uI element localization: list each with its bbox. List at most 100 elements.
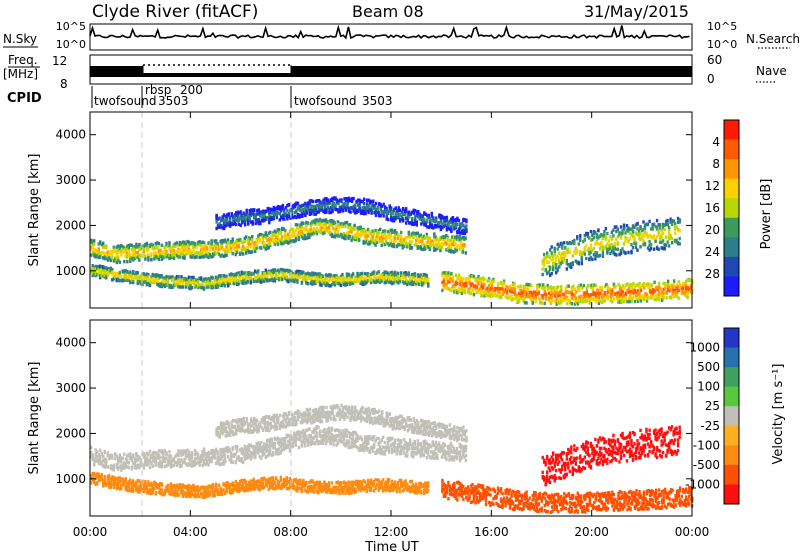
echo-cell <box>115 253 118 257</box>
echo-cell <box>443 240 447 245</box>
echo-cell <box>117 244 120 248</box>
echo-cell <box>428 246 431 250</box>
echo-cell <box>296 280 299 284</box>
echo-cell <box>267 271 270 275</box>
echo-cell <box>249 242 252 246</box>
echo-cell <box>305 272 308 276</box>
echo-cell <box>174 242 177 246</box>
echo-cell <box>269 241 272 246</box>
echo-cell <box>453 290 456 294</box>
echo-cell <box>121 250 124 254</box>
echo-cell <box>154 273 158 277</box>
echo-cell <box>333 234 337 238</box>
echo-cell <box>439 213 443 218</box>
echo-cell <box>242 215 245 220</box>
echo-cell <box>297 237 301 242</box>
echo-cell <box>225 253 228 257</box>
echo-cell <box>603 292 607 296</box>
echo-cell <box>459 275 462 280</box>
echo-cell <box>409 276 412 280</box>
echo-cell <box>135 480 138 484</box>
echo-cell <box>448 288 452 292</box>
echo-cell <box>396 209 399 213</box>
echo-cell <box>633 235 636 239</box>
echo-cell <box>171 253 174 258</box>
echo-cell <box>239 223 242 228</box>
echo-cell <box>189 286 192 290</box>
echo-cell <box>573 297 576 301</box>
echo-cell <box>249 272 252 276</box>
echo-cell <box>685 294 688 298</box>
echo-cell <box>391 270 394 275</box>
echo-cell <box>453 283 456 287</box>
echo-cell <box>211 276 215 280</box>
echo-cell <box>398 234 401 239</box>
echo-cell <box>404 273 407 277</box>
echo-cell <box>686 295 689 300</box>
echo-cell <box>642 220 645 224</box>
echo-cell <box>243 239 246 244</box>
echo-cell <box>222 222 226 226</box>
echo-cell <box>207 279 210 284</box>
echo-cell <box>139 280 143 284</box>
echo-cell <box>323 208 327 213</box>
echo-cell <box>415 240 418 244</box>
echo-cell <box>634 223 638 227</box>
echo-cell <box>624 235 627 239</box>
echo-cell <box>353 223 356 228</box>
echo-cell <box>335 233 338 237</box>
echo-cell <box>91 478 94 482</box>
echo-cell <box>594 251 597 255</box>
echo-cell <box>99 476 102 480</box>
echo-cell <box>622 227 626 231</box>
echo-cell <box>281 237 284 242</box>
echo-cell <box>487 284 491 288</box>
echo-cell <box>220 283 224 287</box>
echo-cell <box>417 210 420 214</box>
echo-cell <box>667 230 671 234</box>
echo-cell <box>303 278 307 282</box>
echo-cell <box>263 279 266 283</box>
echo-cell <box>103 273 106 277</box>
echo-cell <box>106 478 109 482</box>
echo-cell <box>564 295 567 299</box>
echo-cell <box>540 295 543 300</box>
echo-cell <box>612 234 615 238</box>
echo-cell <box>124 269 127 273</box>
echo-cell <box>462 223 465 228</box>
echo-cell <box>359 211 363 215</box>
echo-cell <box>658 223 662 227</box>
echo-cell <box>312 227 316 231</box>
echo-cell <box>406 242 409 247</box>
echo-cell <box>239 252 242 256</box>
power-colorbar-label: Power [dB] <box>759 179 774 250</box>
echo-cell <box>181 278 185 282</box>
echo-cell <box>394 215 397 220</box>
echo-cell <box>260 214 263 219</box>
echo-cell <box>348 281 352 285</box>
echo-cell <box>638 281 641 286</box>
echo-cell <box>341 272 344 277</box>
echo-cell <box>480 281 483 285</box>
echo-cell <box>237 271 240 275</box>
echo-cell <box>165 243 168 247</box>
echo-cell <box>175 274 179 279</box>
echo-cell <box>135 487 138 491</box>
echo-cell <box>385 211 388 216</box>
echo-cell <box>570 295 573 300</box>
echo-cell <box>120 484 123 488</box>
echo-cell <box>295 201 298 205</box>
echo-cell <box>600 288 604 293</box>
echo-cell <box>186 249 189 254</box>
echo-cell <box>117 273 120 277</box>
echo-cell <box>586 248 589 252</box>
echo-cell <box>338 234 341 238</box>
echo-cell <box>338 279 341 283</box>
echo-cell <box>604 227 608 231</box>
echo-cell <box>452 242 456 246</box>
echo-cell <box>456 216 459 220</box>
echo-cell <box>635 283 638 287</box>
echo-cell <box>160 252 164 257</box>
echo-cell <box>618 284 622 289</box>
cpid-label: CPID <box>7 91 42 106</box>
